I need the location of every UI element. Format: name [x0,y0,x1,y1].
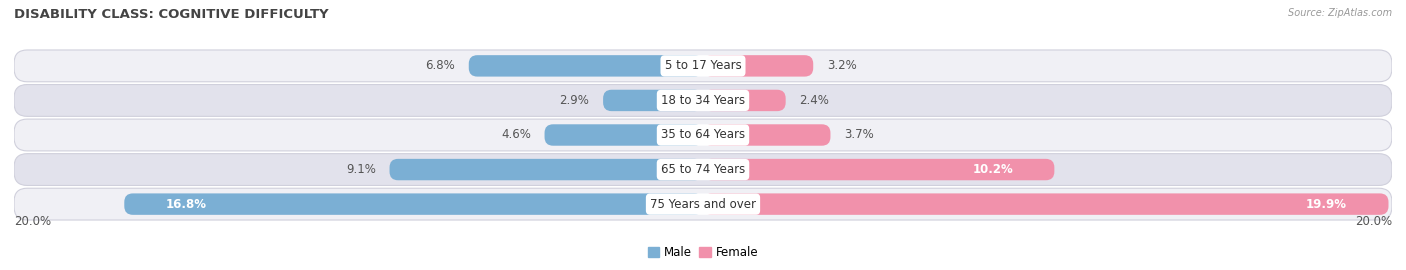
Text: 6.8%: 6.8% [425,59,456,72]
Text: 16.8%: 16.8% [166,198,207,211]
Text: 3.7%: 3.7% [844,129,875,141]
Text: 4.6%: 4.6% [501,129,531,141]
Text: 18 to 34 Years: 18 to 34 Years [661,94,745,107]
FancyBboxPatch shape [703,90,786,111]
Text: 75 Years and over: 75 Years and over [650,198,756,211]
Text: 10.2%: 10.2% [973,163,1012,176]
FancyBboxPatch shape [14,50,1392,82]
Text: 20.0%: 20.0% [14,215,51,228]
Text: 20.0%: 20.0% [1355,215,1392,228]
FancyBboxPatch shape [703,124,831,146]
FancyBboxPatch shape [703,55,813,77]
Legend: Male, Female: Male, Female [643,241,763,264]
FancyBboxPatch shape [14,154,1392,185]
Text: 2.4%: 2.4% [800,94,830,107]
Text: 65 to 74 Years: 65 to 74 Years [661,163,745,176]
Text: 35 to 64 Years: 35 to 64 Years [661,129,745,141]
FancyBboxPatch shape [14,119,1392,151]
Text: 19.9%: 19.9% [1306,198,1347,211]
FancyBboxPatch shape [14,85,1392,116]
Text: Source: ZipAtlas.com: Source: ZipAtlas.com [1288,8,1392,18]
FancyBboxPatch shape [14,188,1392,220]
FancyBboxPatch shape [603,90,703,111]
FancyBboxPatch shape [544,124,703,146]
FancyBboxPatch shape [703,159,1054,180]
Text: 9.1%: 9.1% [346,163,375,176]
FancyBboxPatch shape [703,193,1389,215]
FancyBboxPatch shape [468,55,703,77]
Text: 5 to 17 Years: 5 to 17 Years [665,59,741,72]
FancyBboxPatch shape [124,193,703,215]
Text: DISABILITY CLASS: COGNITIVE DIFFICULTY: DISABILITY CLASS: COGNITIVE DIFFICULTY [14,8,329,21]
Text: 2.9%: 2.9% [560,94,589,107]
FancyBboxPatch shape [389,159,703,180]
Text: 3.2%: 3.2% [827,59,856,72]
